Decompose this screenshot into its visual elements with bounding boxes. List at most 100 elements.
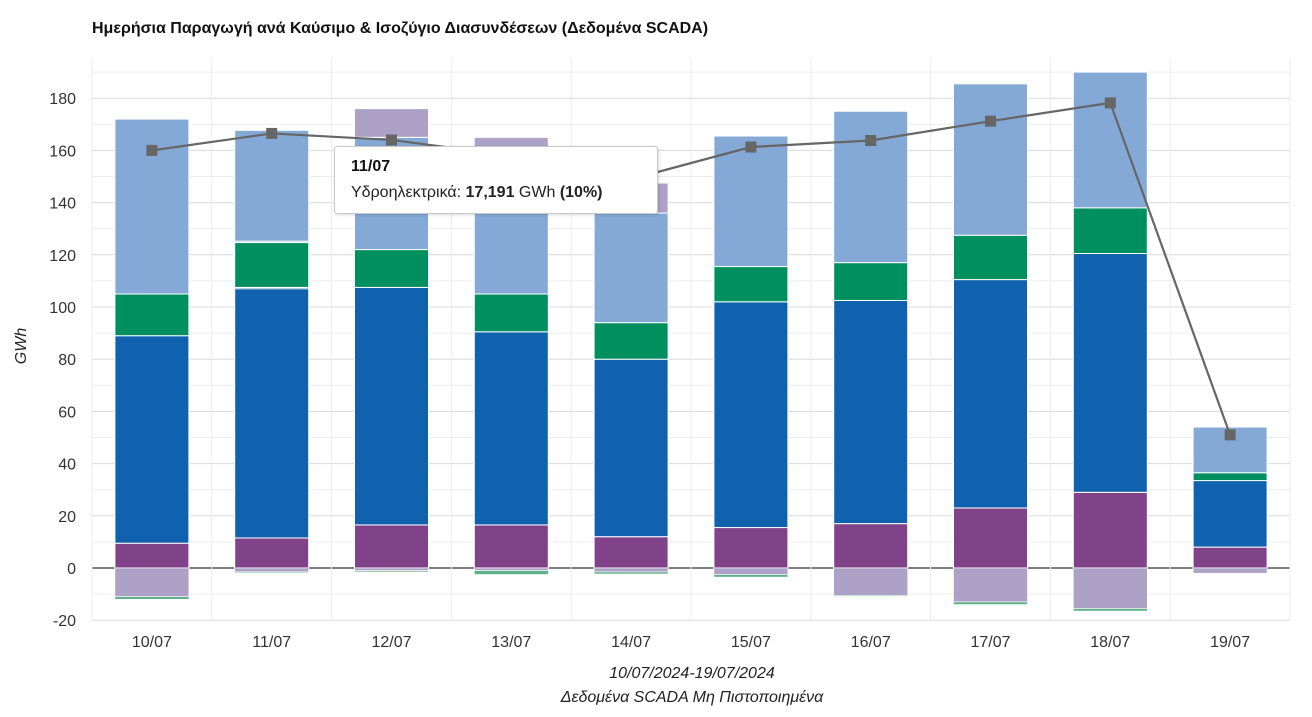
- bar-segment-2[interactable]: [713, 266, 789, 303]
- bar-segment-2[interactable]: [473, 293, 549, 333]
- bar-segment-negative-1[interactable]: [354, 570, 429, 573]
- bar-segment-1[interactable]: [1192, 480, 1268, 548]
- bar-segment-2[interactable]: [234, 242, 310, 288]
- bar-segment-3[interactable]: [713, 135, 789, 268]
- total-line-marker[interactable]: [146, 144, 158, 156]
- bar-segment-2[interactable]: [114, 293, 190, 337]
- x-axis-title-line2: Δεδομένα SCADA Μη Πιστοποιημένα: [560, 689, 824, 706]
- bar-segment-0[interactable]: [953, 507, 1028, 569]
- y-tick-label: 140: [49, 196, 76, 213]
- y-tick-label: 0: [67, 561, 76, 578]
- tooltip-value: 17,191: [465, 184, 515, 201]
- x-tick-label: 15/07: [731, 634, 771, 651]
- tooltip-date: 11/07: [351, 158, 391, 175]
- x-tick-label: 11/07: [252, 634, 291, 651]
- y-tick-label: -20: [53, 613, 76, 630]
- bar-segment-0[interactable]: [1192, 546, 1268, 569]
- y-tick-label: 100: [49, 300, 76, 317]
- total-line-marker[interactable]: [386, 134, 397, 146]
- bar-segment-negative-1[interactable]: [953, 601, 1028, 605]
- total-line-marker[interactable]: [1104, 97, 1116, 109]
- bar-segment-3[interactable]: [234, 129, 310, 244]
- x-tick-label: 10/07: [132, 634, 172, 651]
- bar-segment-negative-1[interactable]: [234, 571, 309, 574]
- x-tick-label: 17/07: [970, 634, 1010, 651]
- bar-segment-1[interactable]: [713, 301, 789, 529]
- y-tick-label: 160: [49, 143, 76, 160]
- bar-segment-1[interactable]: [114, 335, 190, 544]
- bar-segment-negative-0[interactable]: [114, 567, 190, 598]
- bar-segment-1[interactable]: [953, 279, 1028, 509]
- bar-segment-negative-1[interactable]: [473, 570, 549, 575]
- bar-segment-negative-0[interactable]: [354, 567, 429, 571]
- bar-segment-negative-0[interactable]: [1192, 567, 1268, 574]
- hover-highlight: [232, 240, 311, 290]
- total-line-marker[interactable]: [865, 134, 877, 146]
- bar-segment-negative-1[interactable]: [1073, 608, 1148, 612]
- bar-segment-negative-0[interactable]: [473, 567, 549, 571]
- bar-segment-1[interactable]: [833, 299, 909, 525]
- bar-segment-1[interactable]: [354, 286, 429, 526]
- x-axis-title-line1: 10/07/2024-19/07/2024: [609, 665, 775, 682]
- bar-segment-3[interactable]: [1072, 71, 1148, 209]
- bar-segment-0[interactable]: [833, 523, 909, 569]
- chart-title: Ημερήσια Παραγωγή ανά Καύσιμο & Ισοζύγιο…: [92, 20, 709, 37]
- bar-segment-1[interactable]: [1072, 252, 1148, 493]
- total-line: [146, 97, 1236, 441]
- bar-segment-2[interactable]: [354, 249, 429, 288]
- total-line-marker[interactable]: [985, 115, 996, 127]
- bar-segment-negative-1[interactable]: [114, 596, 190, 600]
- y-axis-title: GWh: [13, 328, 30, 365]
- bar-segment-negative-0[interactable]: [713, 567, 789, 575]
- bar-segment-negative-0[interactable]: [953, 567, 1028, 603]
- bar-segment-4[interactable]: [354, 108, 429, 138]
- tooltip-percent: (10%): [559, 184, 603, 201]
- bar-segment-3[interactable]: [593, 212, 669, 324]
- bar-segment-3[interactable]: [833, 110, 909, 264]
- bar-segment-negative-1[interactable]: [833, 595, 909, 597]
- x-tick-label: 13/07: [491, 634, 531, 651]
- bar-segment-2[interactable]: [953, 234, 1028, 281]
- total-line-marker[interactable]: [1224, 429, 1236, 441]
- total-line-marker[interactable]: [266, 127, 278, 139]
- x-tick-label: 19/07: [1210, 634, 1250, 651]
- bar-segment-negative-0[interactable]: [833, 567, 909, 596]
- y-tick-label: 120: [49, 248, 76, 265]
- bar-segment-negative-0[interactable]: [234, 567, 309, 573]
- y-tick-label: 180: [49, 91, 76, 108]
- tooltip-line: Υδροηλεκτρικά: 17,191 GWh (10%): [351, 184, 641, 202]
- bar-segment-0[interactable]: [1072, 491, 1148, 569]
- tooltip: 11/07 Υδροηλεκτρικά: 17,191 GWh (10%): [334, 146, 658, 214]
- bar-segment-2[interactable]: [1192, 472, 1268, 482]
- bar-segment-1[interactable]: [593, 358, 669, 538]
- y-tick-label: 20: [58, 509, 76, 526]
- bar-segment-0[interactable]: [234, 537, 310, 569]
- bar-segment-0[interactable]: [713, 527, 789, 569]
- total-line-path: [151, 101, 1232, 436]
- tooltip-label: Υδροηλεκτρικά:: [351, 184, 466, 201]
- x-tick-label: 12/07: [371, 634, 411, 651]
- tooltip-unit: GWh: [514, 184, 560, 201]
- bar-segment-2[interactable]: [593, 322, 669, 360]
- y-tick-label: 60: [58, 404, 76, 421]
- tick-labels: -20 0 20 40 60 80 100 120 140 160 180 10/07 11/07 12/…: [49, 91, 1250, 651]
- bar-segment-negative-0[interactable]: [1073, 567, 1148, 609]
- x-tick-label: 16/07: [851, 634, 891, 651]
- bar-segment-0[interactable]: [473, 524, 549, 569]
- bar-segment-1[interactable]: [234, 286, 310, 539]
- bar-segment-negative-1[interactable]: [593, 571, 669, 575]
- bar-segment-0[interactable]: [593, 536, 669, 569]
- bar-segment-negative-1[interactable]: [713, 574, 789, 578]
- bar-segment-3[interactable]: [953, 83, 1028, 236]
- x-tick-label: 14/07: [611, 634, 651, 651]
- bar-segment-1[interactable]: [473, 331, 549, 526]
- x-tick-label: 18/07: [1090, 634, 1130, 651]
- y-tick-label: 40: [58, 457, 76, 474]
- bar-segment-2[interactable]: [1072, 207, 1148, 254]
- bar-segment-0[interactable]: [114, 542, 190, 569]
- total-line-marker[interactable]: [745, 141, 757, 153]
- bar-segment-2[interactable]: [833, 262, 909, 301]
- bar-segment-0[interactable]: [354, 524, 429, 569]
- bar-segment-negative-0[interactable]: [593, 567, 669, 573]
